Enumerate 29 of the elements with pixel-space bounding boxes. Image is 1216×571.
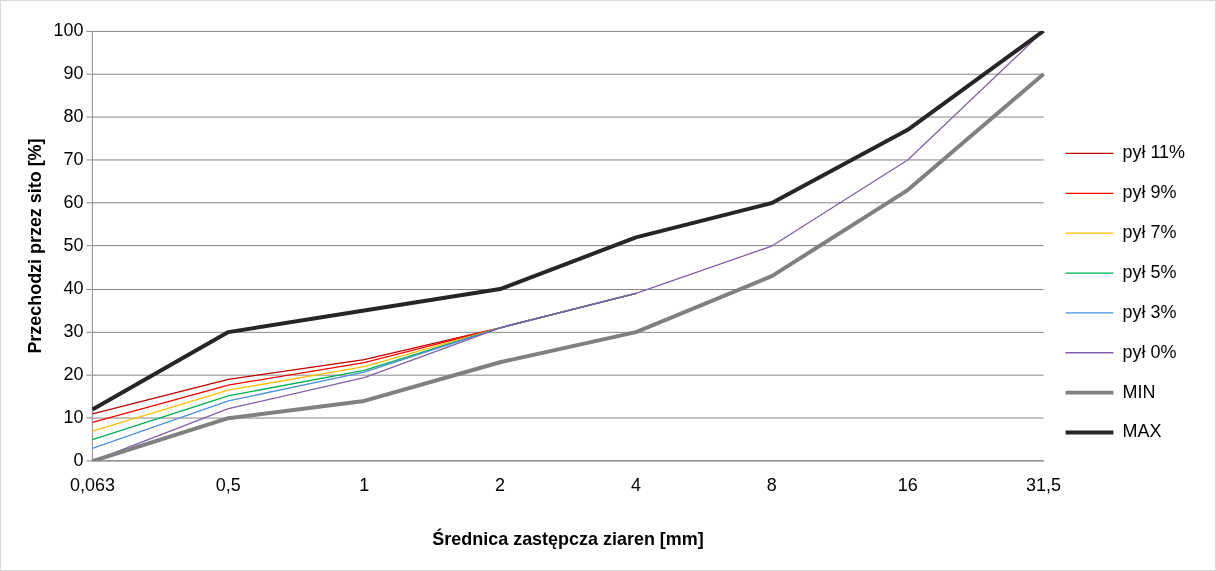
legend-label: pył 0% xyxy=(1122,341,1177,362)
y-tick-label: 20 xyxy=(63,364,84,385)
x-tick-label: 8 xyxy=(766,474,777,495)
legend-label: MIN xyxy=(1122,381,1156,402)
y-tick-label: 60 xyxy=(63,191,84,212)
y-tick-label: 100 xyxy=(53,19,84,40)
legend-label: MAX xyxy=(1122,421,1162,442)
y-tick-label: 90 xyxy=(63,62,84,83)
x-tick-label: 2 xyxy=(495,474,506,495)
legend-label: pył 7% xyxy=(1122,222,1177,243)
x-tick-label: 1 xyxy=(359,474,370,495)
x-tick-label: 31,5 xyxy=(1026,474,1062,495)
y-tick-label: 50 xyxy=(63,235,84,255)
y-tick-label: 10 xyxy=(63,407,84,428)
x-tick-label: 4 xyxy=(630,474,641,495)
legend-label: pył 11% xyxy=(1122,142,1186,163)
x-tick-label: 0,063 xyxy=(70,474,115,495)
legend-label: pył 9% xyxy=(1122,182,1177,203)
y-tick-label: 30 xyxy=(63,321,84,342)
y-tick-label: 70 xyxy=(63,148,84,169)
x-tick-label: 0,5 xyxy=(215,474,241,495)
x-tick-label: 16 xyxy=(897,474,918,495)
y-tick-label: 0 xyxy=(73,450,84,471)
y-tick-label: 40 xyxy=(63,278,84,299)
legend-label: pył 3% xyxy=(1122,301,1177,322)
x-axis-title: Średnica zastępcza ziaren [mm] xyxy=(432,528,704,550)
y-tick-label: 80 xyxy=(63,105,84,126)
legend-label: pył 5% xyxy=(1122,262,1177,282)
y-axis-title: Przechodzi przez sito [%] xyxy=(24,138,45,354)
